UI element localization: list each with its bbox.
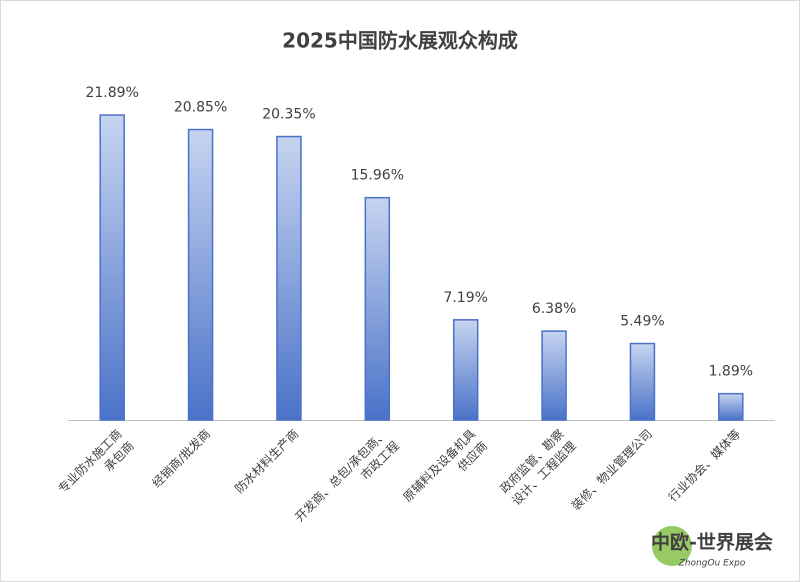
bar [718, 392, 744, 421]
logo-globe [652, 526, 692, 566]
bar [364, 196, 391, 421]
bar [99, 114, 125, 421]
value-label: 1.89% [709, 364, 753, 380]
bar [276, 135, 302, 421]
bar [629, 342, 656, 421]
value-label: 15.96% [351, 168, 404, 184]
value-label: 21.89% [85, 85, 138, 101]
value-label: 7.19% [443, 290, 487, 306]
logo-title: 中欧-世界展会 [651, 531, 773, 554]
bar [452, 319, 479, 421]
value-label: 5.49% [620, 314, 664, 330]
value-label: 6.38% [532, 301, 576, 317]
chart-title: 2025中国防水展观众构成 [282, 29, 518, 53]
value-label: 20.85% [174, 100, 227, 116]
bar [541, 330, 567, 421]
bar [187, 128, 214, 421]
value-label: 20.35% [262, 107, 315, 123]
logo-subtitle: ZhongOu Expo [678, 559, 746, 569]
watermark: 中欧-世界展会 ZhongOu Expo [651, 526, 773, 569]
